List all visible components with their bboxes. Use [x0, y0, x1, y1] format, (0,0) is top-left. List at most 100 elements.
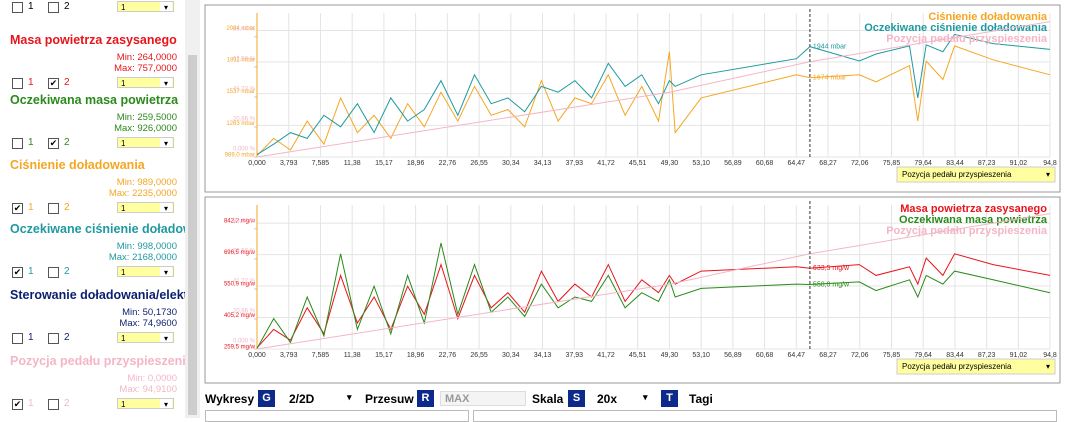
x-tick-label: 49,30	[661, 160, 679, 167]
select[interactable]: 1	[117, 1, 174, 12]
sidebar-item: Oczekiwane ciśnienie doładow Min: 998,000…	[0, 222, 185, 287]
checkbox[interactable]	[48, 203, 59, 214]
x-tick-label: 45,51	[629, 352, 647, 359]
series-line	[256, 21, 1051, 158]
label: Przesuw	[365, 392, 414, 406]
checkbox[interactable]: ✔	[12, 267, 23, 278]
checkbox[interactable]	[12, 2, 23, 13]
checkbox-label: 2	[64, 1, 70, 12]
checkbox[interactable]: ✔	[48, 78, 59, 89]
series-line	[256, 33, 1051, 156]
x-tick-label: 7,585	[312, 160, 330, 167]
label: Skala	[532, 392, 564, 406]
item-max: Max: 74,9600	[119, 318, 177, 329]
checkbox-label: 1	[28, 1, 34, 12]
checkbox[interactable]	[48, 333, 59, 344]
item-title: Sterowanie doładowania/elektr	[10, 288, 185, 302]
legend-entry: Oczekiwane ciśnienie doładowania	[864, 22, 1048, 34]
item-title: Oczekiwana masa powietrza	[10, 93, 179, 107]
item-max: Max: 2168,0000	[108, 252, 177, 263]
sidebar-item: Pozycja pedału przyspieszenia Min: 0,0000…	[0, 354, 185, 418]
sidebar-item: Oczekiwana masa powietrza Min: 259,5000 Ma…	[0, 93, 185, 158]
cursor-label: 633,5 mg/w	[813, 265, 850, 272]
x-tick-label: 22,76	[439, 352, 457, 359]
dropdown[interactable]: MAX	[440, 391, 526, 406]
y-tick-label: 1811 mbar	[227, 58, 255, 64]
x-tick-label: 75,85	[883, 352, 901, 359]
x-tick-label: 75,85	[883, 160, 901, 167]
x-tick-label: 34,13	[534, 160, 552, 167]
x-tick-label: 94,8	[1043, 352, 1057, 359]
x-tick-label: 72,06	[851, 352, 869, 359]
x-tick-label: 87,23	[978, 352, 996, 359]
scroll-thumb[interactable]	[188, 55, 197, 415]
sidebar-item: 1 2 1	[0, 0, 185, 22]
item-title: Ciśnienie doładowania	[10, 158, 145, 172]
cursor-label: 1674 mbar	[813, 75, 847, 82]
x-tick-label: 22,76	[439, 160, 457, 167]
y-tick-label: 259,5 mg/w	[224, 345, 256, 351]
dropdown-arrow[interactable]: ▾	[643, 392, 648, 402]
x-tick-label: 37,93	[566, 160, 584, 167]
sidebar-item: Masa powietrza zasysanego Min: 264,0000 Ma…	[0, 33, 185, 98]
select[interactable]: 1	[117, 137, 174, 148]
toolbar: Wykresy G 2/2D ▾ Przesuw R MAX Skala S 2…	[205, 390, 1065, 422]
y-tick-label: 550,9 mg/w	[224, 282, 256, 288]
x-tick-label: 83,44	[946, 160, 964, 167]
checkbox-label: 1	[28, 202, 34, 213]
checkbox[interactable]: ✔	[12, 399, 23, 410]
checkbox-label: 2	[64, 332, 70, 343]
select[interactable]: 1	[117, 77, 174, 88]
dropdown	[896, 166, 1056, 183]
x-tick-label: 0,000	[248, 160, 266, 167]
x-tick-label: 60,68	[756, 352, 774, 359]
scale[interactable]: 20x	[597, 392, 618, 406]
x-tick-label: 15,17	[375, 352, 393, 359]
checkbox[interactable]: ✔	[48, 138, 59, 149]
y-tick-label: 696,5 mg/w	[224, 250, 256, 256]
select[interactable]: 1	[117, 202, 174, 213]
item-min: Min: 989,0000	[116, 177, 177, 188]
item-min: Min: 0,0000	[127, 373, 177, 384]
x-tick-label: 45,51	[629, 160, 647, 167]
checkbox[interactable]	[48, 267, 59, 278]
dropdown-arrow: ▾	[1046, 362, 1050, 371]
select[interactable]: 1	[117, 398, 174, 409]
y-tick-label: 405,2 mg/w	[224, 313, 256, 319]
charts: 0,000 3,793 7,585 11,38 15,17 18,96 22,76 26,55…	[204, 4, 1061, 384]
y2-tick-label: 83,44 %	[233, 26, 256, 32]
checkbox[interactable]	[12, 78, 23, 89]
x-tick-label: 68,27	[819, 352, 837, 359]
item-title: Pozycja pedału przyspieszenia	[10, 354, 185, 368]
item-max: Max: 757,0000	[114, 63, 177, 74]
checkbox[interactable]	[48, 2, 59, 13]
checkbox[interactable]: ✔	[12, 203, 23, 214]
x-tick-label: 30,34	[502, 352, 520, 359]
x-tick-label: 64,47	[788, 352, 806, 359]
y-tick-label: 2084 mbar	[226, 26, 255, 32]
x-tick-label: 41,72	[597, 352, 615, 359]
mode[interactable]: 2/2D	[289, 392, 315, 406]
checkbox-label: 1	[28, 398, 34, 409]
checkbox[interactable]	[12, 138, 23, 149]
hotkey: G	[258, 390, 275, 407]
x-tick-label: 53,10	[692, 160, 710, 167]
legend-entry: Ciśnienie doładowania	[928, 11, 1047, 23]
item-title: Masa powietrza zasysanego	[10, 33, 177, 47]
x-tick-label: 49,30	[661, 352, 679, 359]
x-tick-label: 91,02	[1010, 160, 1028, 167]
item-min: Min: 998,0000	[116, 241, 177, 252]
checkbox[interactable]	[48, 399, 59, 410]
y-tick-label: 1537 mbar	[226, 89, 255, 95]
select[interactable]: 1	[117, 332, 174, 343]
dropdown-arrow[interactable]: ▾	[347, 392, 352, 402]
x-tick-label: 53,10	[692, 352, 710, 359]
checkbox-label: 2	[64, 137, 70, 148]
item-min: Min: 264,0000	[116, 52, 177, 63]
tags[interactable]: Tagi	[689, 392, 713, 406]
select[interactable]: 1	[117, 266, 174, 277]
checkbox[interactable]	[12, 333, 23, 344]
checkbox-label: 1	[28, 266, 34, 277]
x-tick-label: 0,000	[248, 352, 266, 359]
dropdown-arrow: ▾	[1046, 170, 1050, 179]
